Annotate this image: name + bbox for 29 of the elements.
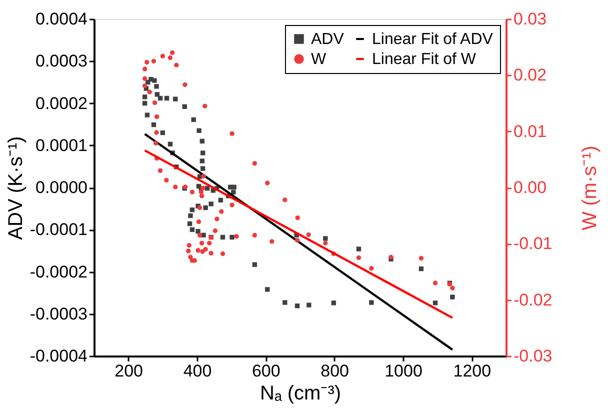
y-tick-label: 0.0000: [36, 178, 88, 197]
y-tick-label: -0.0004: [30, 346, 88, 366]
legend-label: ADV: [311, 31, 344, 48]
legend-label: Linear Fit of ADV: [372, 31, 494, 48]
x-tick-label: 400: [183, 362, 212, 380]
legend-label: Linear Fit of W: [372, 51, 477, 68]
y-tick-label: 0.0003: [36, 52, 88, 71]
y-tick-label: 0.0004: [36, 10, 88, 28]
y-tick-label: -0.0001: [30, 220, 88, 240]
y2-tick-label: -0.01: [514, 234, 552, 254]
x-axis-title: Nₐ (cm⁻³): [260, 382, 342, 404]
y2-tick-label: 0.01: [514, 122, 547, 141]
y2-tick-label: 0.02: [514, 66, 547, 85]
legend-label: W: [311, 51, 327, 68]
x-tick-label: 200: [114, 362, 144, 380]
y2-tick-label: 0.00: [514, 178, 547, 197]
y2-tick-label: 0.03: [514, 10, 547, 28]
x-tick-label: 1200: [453, 362, 492, 380]
x-tick-label: 600: [252, 362, 280, 380]
x-tick-label: 800: [320, 362, 350, 380]
y2-tick-label: -0.03: [514, 346, 552, 366]
y2-axis-title: W (m·s⁻¹): [579, 146, 602, 230]
y-tick-label: -0.0003: [30, 304, 88, 324]
y-tick-label: 0.0002: [36, 94, 88, 113]
y-tick-label: 0.0001: [36, 136, 88, 155]
y2-tick-label: -0.02: [514, 290, 552, 310]
y-axis-title: ADV (K·s⁻¹): [4, 136, 27, 240]
y-tick-label: -0.0002: [30, 262, 88, 282]
x-tick-label: 1000: [384, 362, 422, 380]
